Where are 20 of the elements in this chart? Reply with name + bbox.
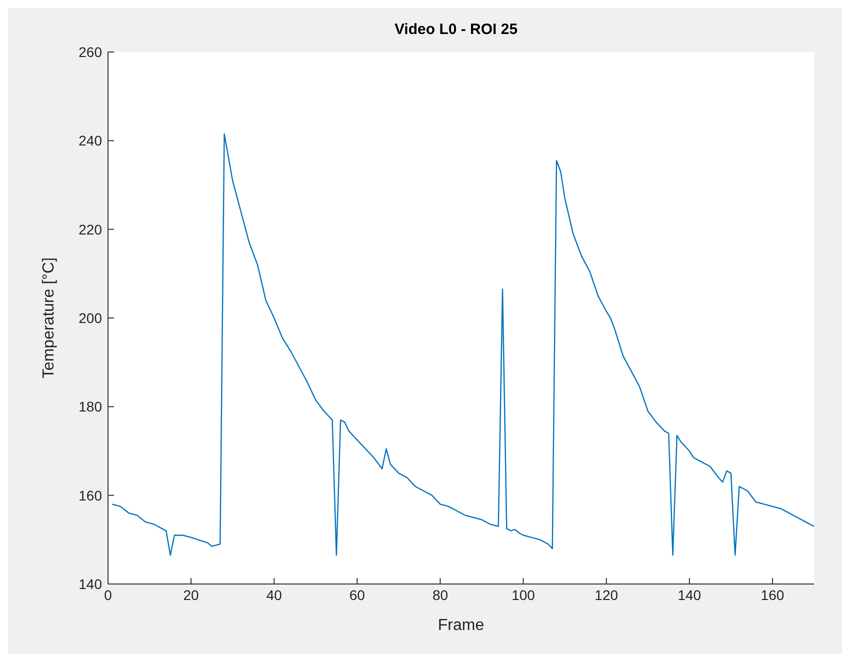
x-tick-label: 20	[183, 586, 200, 603]
y-tick-label: 160	[78, 487, 102, 504]
x-tick-label: 160	[760, 586, 784, 603]
x-tick-label: 100	[512, 586, 536, 603]
x-tick-label: 40	[266, 586, 282, 603]
x-tick-label: 0	[104, 586, 112, 603]
y-tick-label: 240	[78, 132, 102, 149]
y-tick-label: 220	[78, 221, 102, 238]
x-tick-label: 140	[678, 586, 702, 603]
x-tick-label: 80	[432, 586, 448, 603]
y-tick-label: 260	[78, 44, 102, 60]
y-tick-label: 180	[78, 398, 102, 415]
x-tick-label: 60	[349, 586, 366, 603]
y-tick-label: 200	[78, 310, 102, 326]
chart-title: Video L0 - ROI 25	[394, 21, 518, 38]
x-axis-title: Frame	[438, 617, 484, 634]
y-tick-label: 140	[78, 576, 102, 592]
x-tick-label: 120	[594, 586, 618, 603]
y-axis-title: Temperature [°C]	[40, 257, 58, 379]
line-series	[112, 133, 814, 556]
